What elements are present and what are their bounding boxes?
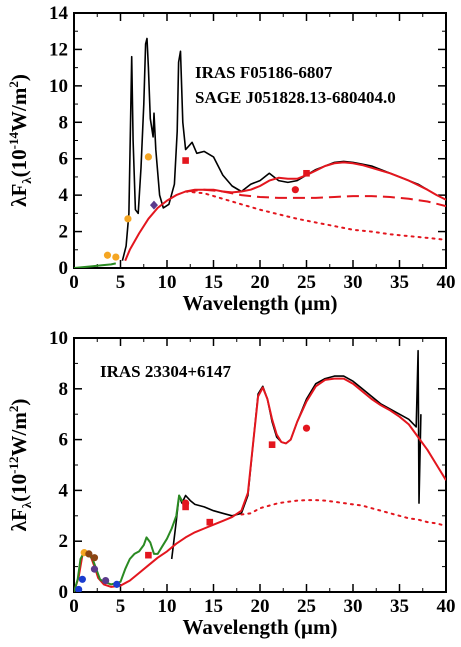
x-tick-label: 30	[344, 272, 363, 293]
y-tick-label: 4	[59, 480, 69, 501]
x-tick-label: 20	[251, 596, 270, 617]
x-tick-label: 15	[204, 272, 223, 293]
series-line-2	[74, 377, 446, 592]
x-tick-label: 15	[204, 596, 223, 617]
x-tick-label: 0	[69, 272, 79, 293]
y-tick-label: 0	[59, 582, 69, 603]
data-point	[182, 157, 189, 164]
y-tick-label: 2	[59, 531, 69, 552]
data-point	[182, 499, 190, 507]
series-line-3	[185, 188, 446, 208]
x-tick-label: 35	[390, 596, 409, 617]
x-tick-label: 5	[116, 272, 126, 293]
data-point	[302, 424, 311, 432]
data-point	[145, 551, 152, 559]
x-tick-label: 0	[69, 596, 79, 617]
y-tick-label: 10	[49, 328, 68, 349]
x-axis-label: Wavelength (µm)	[183, 291, 338, 315]
data-point	[90, 565, 99, 573]
series-line-5	[74, 262, 117, 268]
x-tick-label: 40	[437, 272, 456, 293]
y-axis-label: λFλ(10-14W/m2)	[6, 74, 34, 207]
series-line-4	[184, 190, 446, 241]
data-point	[206, 518, 214, 526]
x-tick-label: 5	[116, 596, 126, 617]
data-point	[90, 554, 99, 562]
data-point	[124, 215, 132, 223]
y-tick-label: 6	[59, 149, 69, 170]
data-point	[291, 186, 299, 194]
y-tick-label: 0	[59, 258, 69, 279]
annotation: IRAS F05186-6807	[195, 63, 333, 82]
x-tick-label: 25	[297, 596, 316, 617]
y-tick-label: 2	[59, 222, 69, 243]
x-tick-label: 35	[390, 272, 409, 293]
x-tick-label: 20	[251, 272, 270, 293]
data-point	[103, 251, 112, 259]
annotation: SAGE J051828.13-680404.0	[195, 88, 396, 107]
y-axis-label: λFλ(10-12W/m2)	[6, 399, 34, 532]
series-line-4	[74, 494, 187, 592]
y-tick-label: 4	[59, 185, 69, 206]
data-point	[85, 550, 93, 558]
y-tick-label: 14	[49, 3, 69, 24]
y-tick-label: 6	[59, 430, 69, 451]
data-point	[182, 503, 189, 511]
y-tick-label: 8	[59, 379, 69, 400]
series-group	[74, 349, 446, 592]
x-tick-label: 30	[344, 596, 363, 617]
x-tick-label: 40	[437, 596, 456, 617]
y-tick-label: 8	[59, 112, 69, 133]
y-tick-label: 10	[49, 76, 68, 97]
data-point	[75, 585, 83, 592]
series-line-1	[170, 349, 422, 560]
data-point	[102, 576, 110, 585]
y-tick-label: 12	[49, 39, 68, 60]
x-tick-label: 25	[297, 272, 316, 293]
data-point	[149, 200, 158, 210]
series-group	[74, 37, 446, 268]
data-point	[113, 580, 121, 588]
x-tick-label: 10	[158, 596, 177, 617]
data-point	[144, 153, 152, 161]
chart-panel-1: 0 5 10 15 20 25 30 35 40 0 2 4 6 8 10 12 14 Wavelength (µ…	[6, 3, 456, 315]
x-axis-label: Wavelength (µm)	[183, 615, 338, 639]
data-point	[78, 575, 86, 583]
annotation: IRAS 23304+6147	[100, 362, 232, 381]
chart-panel-2: 0 5 10 15 20 25 30 35 40 0 2 4 6 8 10 Wavelength (µm) λF…	[6, 328, 456, 639]
series-line-3	[240, 499, 446, 527]
data-point	[112, 253, 120, 261]
x-tick-label: 10	[158, 272, 177, 293]
series-line-2	[124, 161, 446, 262]
data-point	[268, 441, 276, 448]
data-point	[303, 169, 310, 177]
